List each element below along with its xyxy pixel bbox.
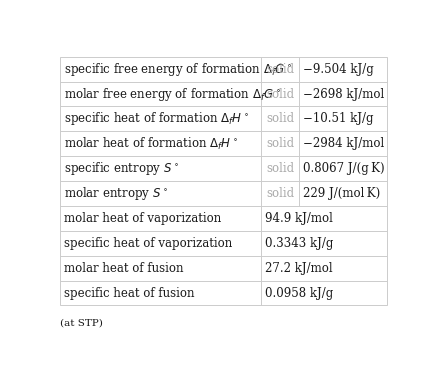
Text: 0.0958 kJ/g: 0.0958 kJ/g [265,287,334,299]
Bar [60,57,387,305]
Text: molar heat of formation $\Delta_f H^\circ$: molar heat of formation $\Delta_f H^\cir… [64,136,238,152]
Text: specific entropy $S^\circ$: specific entropy $S^\circ$ [64,160,178,177]
Text: 27.2 kJ/mol: 27.2 kJ/mol [265,262,333,275]
Text: 0.8067 J/(g K): 0.8067 J/(g K) [303,162,385,175]
Text: molar entropy $S^\circ$: molar entropy $S^\circ$ [64,185,167,202]
Text: molar heat of fusion: molar heat of fusion [64,262,183,275]
Text: (at STP): (at STP) [60,318,102,327]
Text: 229 J/(mol K): 229 J/(mol K) [303,187,380,200]
Text: solid: solid [266,63,294,76]
Text: −9.504 kJ/g: −9.504 kJ/g [303,63,374,76]
Text: molar free energy of formation $\Delta_f G^\circ$: molar free energy of formation $\Delta_f… [64,86,280,102]
Text: specific heat of formation $\Delta_f H^\circ$: specific heat of formation $\Delta_f H^\… [64,110,249,127]
Text: solid: solid [266,88,294,101]
Text: solid: solid [266,112,294,126]
Text: specific heat of fusion: specific heat of fusion [64,287,194,299]
Text: specific free energy of formation $\Delta_f G^\circ$: specific free energy of formation $\Delt… [64,61,291,78]
Text: 0.3343 kJ/g: 0.3343 kJ/g [265,237,334,250]
Text: −2698 kJ/mol: −2698 kJ/mol [303,88,384,101]
Text: 94.9 kJ/mol: 94.9 kJ/mol [265,212,333,225]
Text: molar heat of vaporization: molar heat of vaporization [64,212,221,225]
Text: solid: solid [266,162,294,175]
Text: solid: solid [266,187,294,200]
Text: solid: solid [266,137,294,150]
Text: −2984 kJ/mol: −2984 kJ/mol [303,137,384,150]
Text: specific heat of vaporization: specific heat of vaporization [64,237,232,250]
Text: −10.51 kJ/g: −10.51 kJ/g [303,112,373,126]
